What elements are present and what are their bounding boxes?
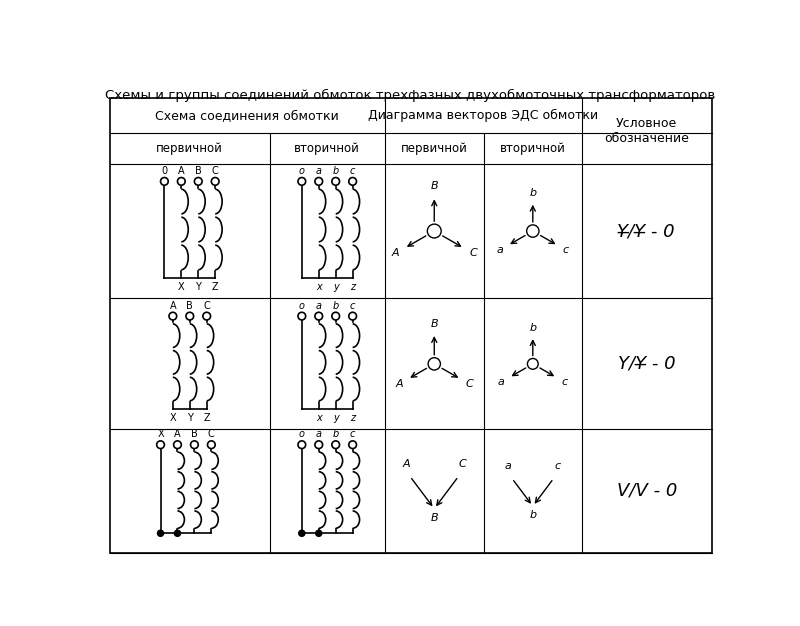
Text: Y/Y̶ - 0: Y/Y̶ - 0: [618, 355, 675, 373]
Circle shape: [315, 441, 322, 449]
Text: c: c: [350, 300, 355, 310]
Circle shape: [178, 178, 185, 185]
Text: z: z: [350, 282, 355, 292]
Text: B: B: [195, 166, 202, 176]
Circle shape: [315, 178, 322, 185]
Text: C: C: [469, 249, 477, 259]
Text: вторичной: вторичной: [500, 141, 566, 155]
Text: B: B: [430, 319, 438, 329]
Text: a: a: [505, 461, 512, 471]
Text: Условное
обозначение: Условное обозначение: [604, 117, 690, 145]
Text: x: x: [316, 413, 322, 423]
Text: b: b: [530, 188, 536, 198]
Text: b: b: [530, 322, 536, 332]
Text: V/V - 0: V/V - 0: [617, 482, 677, 500]
Circle shape: [349, 312, 357, 320]
Text: Z: Z: [203, 413, 210, 423]
Circle shape: [349, 178, 357, 185]
Text: первичной: первичной: [401, 141, 468, 155]
Text: X: X: [158, 429, 164, 439]
Circle shape: [315, 312, 322, 320]
Text: X: X: [170, 413, 176, 423]
Text: Y: Y: [195, 282, 201, 292]
Text: C: C: [458, 459, 466, 469]
Text: x: x: [316, 282, 322, 292]
Text: B: B: [430, 182, 438, 192]
Text: вторичной: вторичной: [294, 141, 360, 155]
Circle shape: [207, 441, 215, 449]
Circle shape: [190, 441, 198, 449]
Text: Схемы и группы соединений обмоток трехфазных двухобмоточных трансформаторов: Схемы и группы соединений обмоток трехфа…: [105, 89, 715, 102]
Text: 0: 0: [162, 166, 167, 176]
Text: B: B: [191, 429, 198, 439]
Text: Y: Y: [187, 413, 193, 423]
Text: A: A: [396, 379, 403, 389]
Text: b: b: [333, 300, 339, 310]
Text: c: c: [350, 429, 355, 439]
Text: y: y: [333, 282, 338, 292]
Circle shape: [332, 441, 339, 449]
Text: Y̶/Y̶ - 0: Y̶/Y̶ - 0: [618, 222, 675, 240]
Circle shape: [332, 312, 339, 320]
Circle shape: [298, 178, 306, 185]
Text: A: A: [170, 300, 176, 310]
Circle shape: [298, 441, 306, 449]
Text: A: A: [392, 249, 399, 259]
Circle shape: [174, 530, 181, 536]
Circle shape: [174, 441, 182, 449]
Text: A: A: [178, 166, 185, 176]
Circle shape: [186, 312, 194, 320]
Text: b: b: [333, 429, 339, 439]
Text: o: o: [299, 300, 305, 310]
Circle shape: [349, 441, 357, 449]
Circle shape: [169, 312, 177, 320]
Circle shape: [157, 441, 164, 449]
Text: z: z: [350, 413, 355, 423]
Text: b: b: [333, 166, 339, 176]
Text: A: A: [402, 459, 410, 469]
Text: o: o: [299, 429, 305, 439]
Text: C: C: [465, 379, 473, 389]
Circle shape: [194, 178, 202, 185]
Text: B: B: [430, 513, 438, 523]
Text: a: a: [316, 429, 322, 439]
Text: y: y: [333, 413, 338, 423]
Text: a: a: [316, 166, 322, 176]
Text: C: C: [208, 429, 214, 439]
Text: Диаграмма векторов ЭДС обмотки: Диаграмма векторов ЭДС обмотки: [368, 109, 598, 122]
Circle shape: [203, 312, 210, 320]
Circle shape: [332, 178, 339, 185]
Text: C: C: [203, 300, 210, 310]
Text: a: a: [316, 300, 322, 310]
Text: X: X: [178, 282, 185, 292]
Text: Z: Z: [212, 282, 218, 292]
Text: первичной: первичной: [156, 141, 223, 155]
Text: c: c: [562, 245, 569, 255]
Text: a: a: [498, 377, 505, 387]
Text: C: C: [212, 166, 218, 176]
Text: B: B: [186, 300, 193, 310]
Text: c: c: [350, 166, 355, 176]
Circle shape: [158, 530, 164, 536]
Text: c: c: [554, 461, 561, 471]
Text: A: A: [174, 429, 181, 439]
Text: b: b: [530, 510, 536, 520]
Circle shape: [298, 312, 306, 320]
Circle shape: [211, 178, 219, 185]
Circle shape: [298, 530, 305, 536]
Circle shape: [161, 178, 168, 185]
Text: Схема соединения обмотки: Схема соединения обмотки: [155, 109, 339, 122]
Circle shape: [316, 530, 322, 536]
Text: a: a: [497, 245, 503, 255]
Text: o: o: [299, 166, 305, 176]
Text: c: c: [561, 377, 567, 387]
